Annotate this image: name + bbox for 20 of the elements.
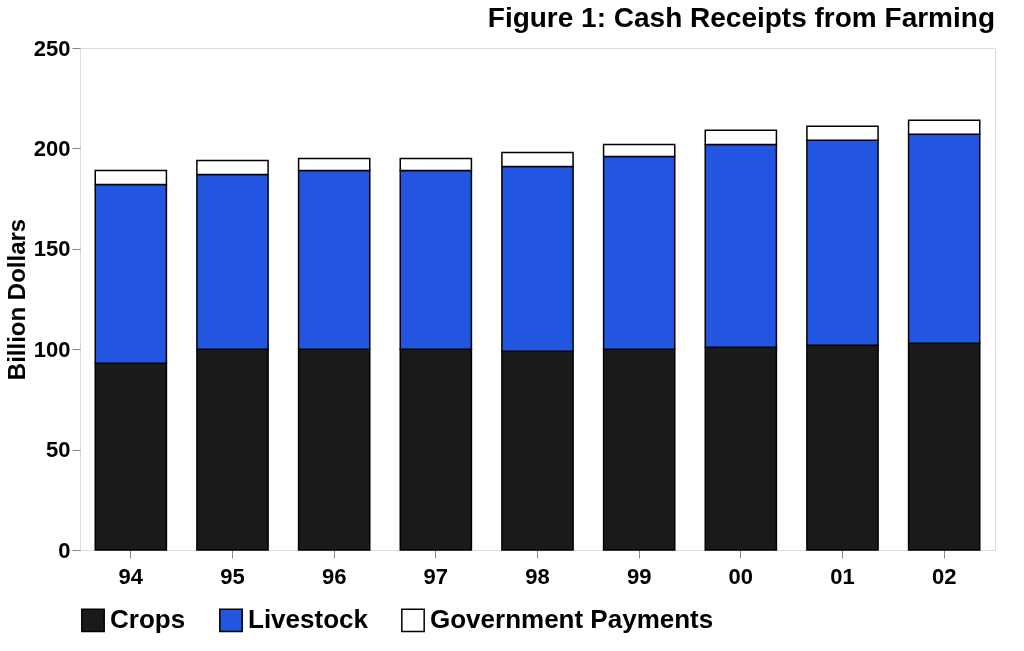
x-tick-label: 94 xyxy=(118,563,144,589)
x-tick-label: 97 xyxy=(423,563,449,589)
x-tick-label: 95 xyxy=(220,563,245,589)
y-axis-title: Billion Dollars xyxy=(2,218,30,381)
x-tick-label: 02 xyxy=(931,563,957,589)
legend-label: Government Payments xyxy=(430,604,714,635)
legend-label: Crops xyxy=(110,604,186,635)
y-tick-label: 250 xyxy=(33,35,71,61)
x-tick-label: 99 xyxy=(626,563,652,589)
legend-label: Livestock xyxy=(248,604,369,635)
y-tick-label: 150 xyxy=(33,236,71,262)
y-tick-label: 100 xyxy=(33,336,71,362)
x-tick-label: 96 xyxy=(321,563,347,589)
y-tick-label: 50 xyxy=(46,437,71,463)
x-tick-label: 01 xyxy=(830,563,855,589)
y-tick-label: 200 xyxy=(33,135,71,161)
x-tick-label: 00 xyxy=(728,563,754,589)
y-tick-label: 0 xyxy=(58,537,71,563)
chart-title: Figure 1: Cash Receipts from Farming xyxy=(487,2,995,33)
x-tick-label: 98 xyxy=(525,563,550,589)
